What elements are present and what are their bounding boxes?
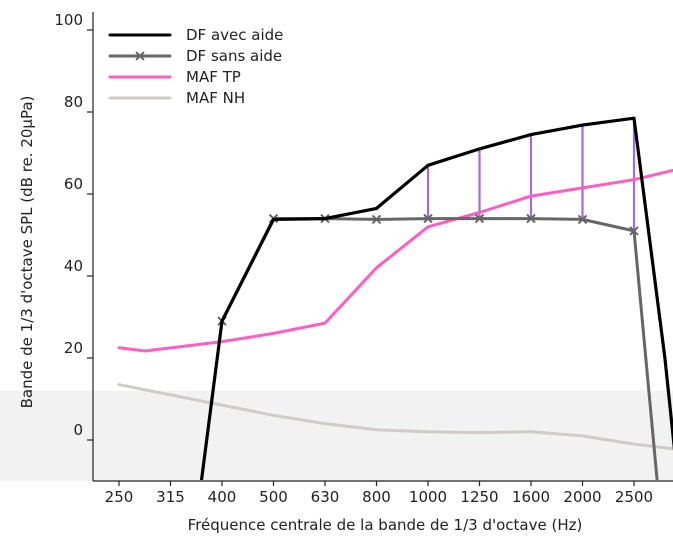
x-tick-label: 800	[362, 488, 391, 506]
x-tick-label: 500	[259, 488, 288, 506]
series-marker	[577, 214, 588, 225]
difference-bars	[426, 118, 636, 231]
series-marker	[371, 214, 382, 225]
y-tick-label: 40	[64, 257, 83, 275]
series-marker	[474, 213, 485, 224]
legend-label: DF sans aide	[186, 47, 282, 65]
legend-label: MAF TP	[186, 68, 241, 86]
y-tick-label: 60	[64, 175, 83, 193]
legend-label: DF avec aide	[186, 26, 283, 44]
series-lines	[117, 116, 673, 480]
x-tick-label: 400	[208, 488, 237, 506]
series-line	[199, 116, 673, 480]
shaded-region	[0, 390, 673, 481]
x-tick-label: 1250	[460, 488, 498, 506]
x-axis-label: Fréquence centrale de la bande de 1/3 d'…	[188, 516, 583, 534]
y-tick-label: 80	[64, 93, 83, 111]
series-line	[117, 168, 673, 353]
y-tick-label: 20	[64, 339, 83, 357]
x-tick-label: 250	[105, 488, 134, 506]
y-tick-label: 100	[54, 11, 83, 29]
legend-marker	[135, 51, 145, 61]
legend: DF avec aide DF sans aide MAF TP MAF NH	[108, 26, 283, 107]
series-marker	[423, 213, 433, 224]
shaded-background	[0, 390, 673, 481]
x-tick-label: 1600	[512, 488, 550, 506]
x-tick-label: 315	[156, 488, 185, 506]
series-marker	[526, 213, 536, 224]
series-marker	[629, 226, 639, 236]
axes: 0 20 40 60 80 100 250 315 400 500 630 800 1000 1250 16…	[54, 11, 673, 506]
x-tick-label: 2000	[563, 488, 601, 506]
y-tick-label: 0	[73, 421, 83, 439]
x-tick-label: 630	[311, 488, 340, 506]
series-line	[117, 383, 673, 451]
legend-label: MAF NH	[186, 89, 245, 107]
y-axis-label: Bande de 1/3 d'octave SPL (dB re. 20µPa)	[18, 96, 36, 409]
x-tick-label: 1000	[409, 488, 447, 506]
x-tick-label: 2500	[615, 488, 653, 506]
